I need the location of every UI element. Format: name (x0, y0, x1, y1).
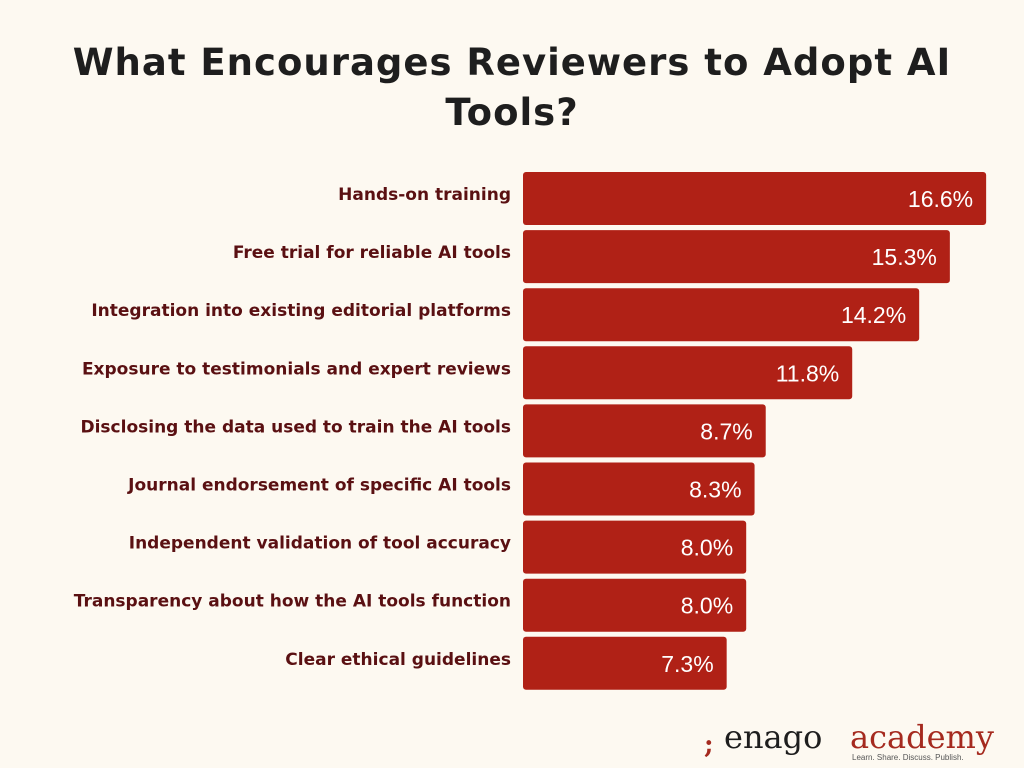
bar (523, 346, 853, 400)
bar (523, 172, 987, 225)
value-label: 7.3% (661, 651, 713, 677)
bar (523, 636, 727, 690)
category-label: Journal endorsement of specific AI tools (127, 476, 511, 496)
value-label: 8.0% (681, 593, 733, 619)
category-label: Independent validation of tool accuracy (129, 534, 511, 554)
category-label: Disclosing the data used to train the AI… (80, 417, 511, 437)
logo-tagline: Learn. Share. Discuss. Publish. (852, 753, 964, 762)
category-label: Transparency about how the AI tools func… (74, 592, 511, 612)
logo-enago-text: enago (724, 718, 823, 756)
category-label: Hands-on training (338, 185, 511, 205)
bar (523, 462, 755, 516)
bar (523, 578, 747, 632)
bar (523, 404, 766, 458)
category-label: Clear ethical guidelines (285, 650, 511, 670)
value-label: 16.6% (908, 186, 973, 212)
enago-academy-logo: ; enago academy Learn. Share. Discuss. P… (690, 716, 1010, 762)
value-label: 8.7% (700, 418, 752, 444)
value-label: 15.3% (872, 244, 937, 270)
page-title: What Encourages Reviewers to Adopt AI To… (72, 41, 952, 134)
value-label: 8.3% (689, 477, 741, 503)
value-label: 14.2% (841, 302, 906, 328)
value-label: 11.8% (776, 360, 840, 386)
value-label: 8.0% (681, 535, 733, 561)
logo-mark-icon: ; (704, 730, 714, 760)
category-label: Integration into existing editorial plat… (91, 301, 511, 321)
category-label: Exposure to testimonials and expert revi… (82, 359, 511, 379)
category-label: Free trial for reliable AI tools (233, 243, 511, 263)
bar (523, 520, 747, 574)
bar (523, 288, 920, 342)
bar-chart: Hands-on training 16.6% Free trial for rel… (74, 172, 987, 690)
logo-academy-text: academy (850, 718, 994, 756)
bar (523, 230, 950, 284)
